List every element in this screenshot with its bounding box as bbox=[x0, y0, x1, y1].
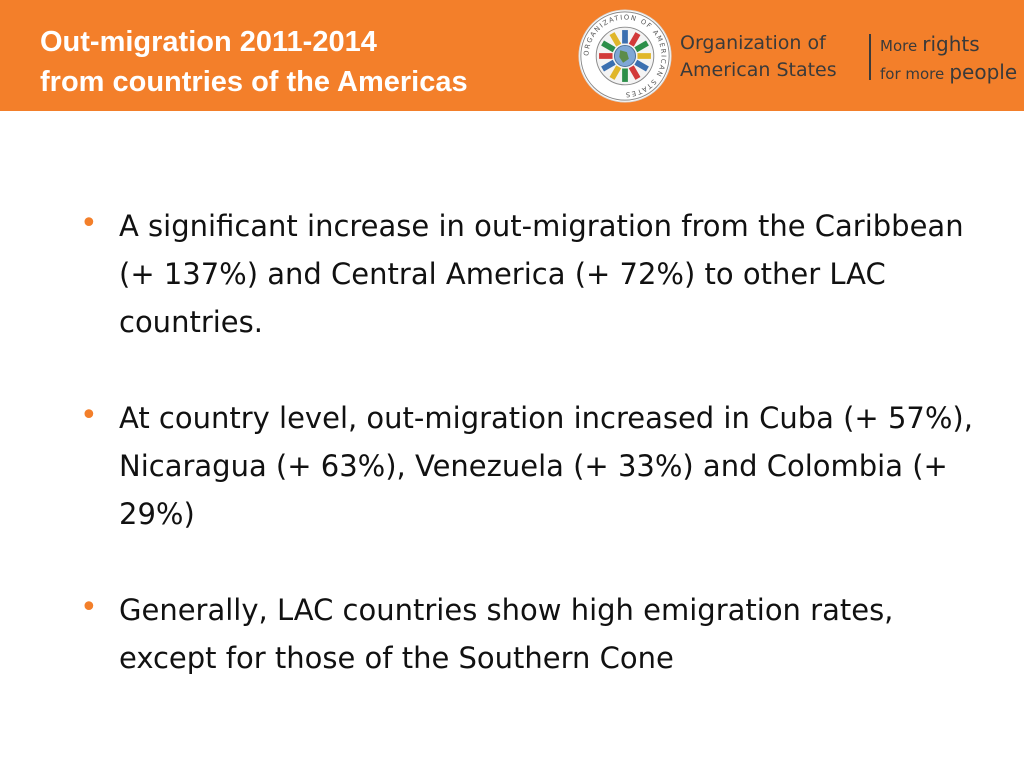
org-name: Organization of American States bbox=[680, 30, 837, 84]
bullet-text: At country level, out-migration increase… bbox=[119, 401, 973, 531]
logo-divider bbox=[869, 34, 871, 80]
slogan-for-more: for more bbox=[880, 65, 945, 83]
bullet-dot-icon: • bbox=[80, 398, 98, 433]
bullet-item-3: • Generally, LAC countries show high emi… bbox=[80, 586, 980, 682]
title-line-1: Out-migration 2011-2014 bbox=[40, 26, 377, 58]
bullet-list: • A significant increase in out-migratio… bbox=[80, 202, 980, 730]
slogan-rights: rights bbox=[922, 32, 980, 56]
slogan-more: More bbox=[880, 37, 918, 55]
slide-title: Out-migration 2011-2014 from countries o… bbox=[40, 22, 468, 102]
slogan: More rights for more people bbox=[880, 31, 1017, 87]
slogan-line-1: More rights bbox=[880, 31, 1017, 59]
title-line-2: from countries of the Americas bbox=[40, 66, 468, 98]
bullet-text: A significant increase in out-migration … bbox=[119, 209, 964, 339]
oas-seal-logo: ORGANIZATION OF AMERICAN STATES bbox=[578, 9, 672, 103]
bullet-dot-icon: • bbox=[80, 590, 98, 625]
bullet-item-1: • A significant increase in out-migratio… bbox=[80, 202, 980, 346]
bullet-item-2: • At country level, out-migration increa… bbox=[80, 394, 980, 538]
bullet-text: Generally, LAC countries show high emigr… bbox=[119, 593, 894, 675]
header-bar: Out-migration 2011-2014 from countries o… bbox=[0, 0, 1024, 111]
slogan-people: people bbox=[949, 60, 1018, 84]
bullet-dot-icon: • bbox=[80, 206, 98, 241]
org-name-line-1: Organization of bbox=[680, 32, 826, 54]
org-name-line-2: American States bbox=[680, 59, 837, 81]
slogan-line-2: for more people bbox=[880, 59, 1017, 87]
